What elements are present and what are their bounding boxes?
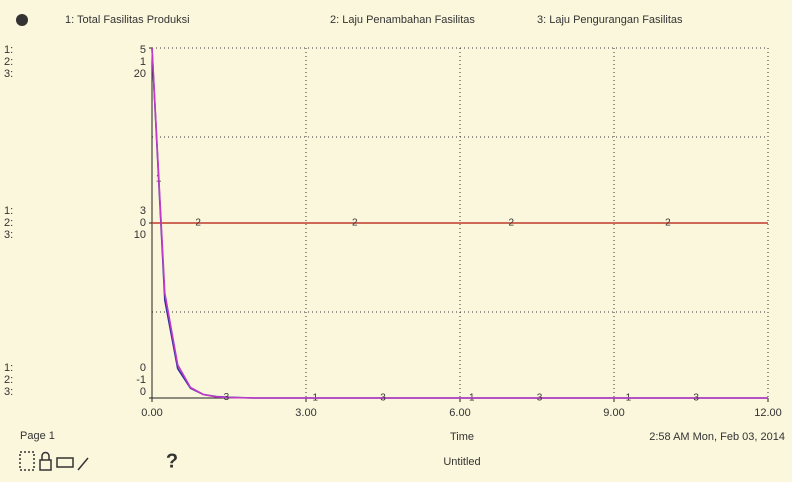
legend-entry: 2: Laju Penambahan Fasilitas [330, 14, 475, 26]
document-name: Untitled [443, 456, 480, 468]
page-label: Page 1 [20, 430, 55, 442]
graph-icon[interactable] [16, 14, 28, 26]
series-key: 2: [4, 56, 13, 68]
chart: Page 1 2:58 AM Mon, Feb 03, 2014 Untitle… [0, 0, 792, 482]
legend-entry: 3: Laju Pengurangan Fasilitas [537, 14, 683, 26]
series-marker: 2 [665, 218, 671, 229]
toolbar [20, 452, 88, 470]
y-tick-label: 20 [134, 68, 146, 80]
series-marker: 3 [224, 392, 230, 403]
x-axis-title: Time [450, 431, 474, 443]
y-tick-label: 5 [140, 44, 146, 56]
series-marker: 2 [195, 218, 201, 229]
series-marker: 2 [509, 218, 515, 229]
series-key: 3: [4, 229, 13, 241]
series-key: 2: [4, 217, 13, 229]
series-key: 3: [4, 386, 13, 398]
x-tick-label: 3.00 [295, 407, 316, 419]
x-tick-label: 9.00 [603, 407, 624, 419]
legend-entry: 1: Total Fasilitas Produksi [65, 14, 190, 26]
series-key: 1: [4, 362, 13, 374]
y-tick-label: 10 [134, 229, 146, 241]
series-key: 2: [4, 374, 13, 386]
x-tick-label: 12.00 [754, 407, 782, 419]
y-tick-label: 0 [140, 386, 146, 398]
y-tick-label: 1 [140, 56, 146, 68]
series-marker: 3 [693, 393, 699, 404]
help-button[interactable]: ? [166, 450, 178, 472]
x-tick-label: 0.00 [141, 407, 162, 419]
y-tick-label: 0 [140, 217, 146, 229]
series-key: 1: [4, 44, 13, 56]
y-tick-label: -1 [136, 374, 146, 386]
wand-tool[interactable] [78, 458, 88, 470]
timestamp: 2:58 AM Mon, Feb 03, 2014 [649, 431, 785, 443]
x-tick-label: 6.00 [449, 407, 470, 419]
lock-shackle [42, 453, 49, 460]
series-marker: 2 [352, 218, 358, 229]
y-tick-label: 3 [140, 205, 146, 217]
series-marker: 3 [537, 393, 543, 404]
series-key: 3: [4, 68, 13, 80]
page: {"chart_data": {"type": "line", "x": [0,… [0, 0, 792, 482]
series-key: 1: [4, 205, 13, 217]
select-tool[interactable] [20, 452, 34, 470]
y-tick-label: 0 [140, 362, 146, 374]
print-tool[interactable] [57, 458, 73, 467]
series-marker: 3 [380, 393, 386, 404]
lock-tool[interactable] [40, 460, 51, 470]
